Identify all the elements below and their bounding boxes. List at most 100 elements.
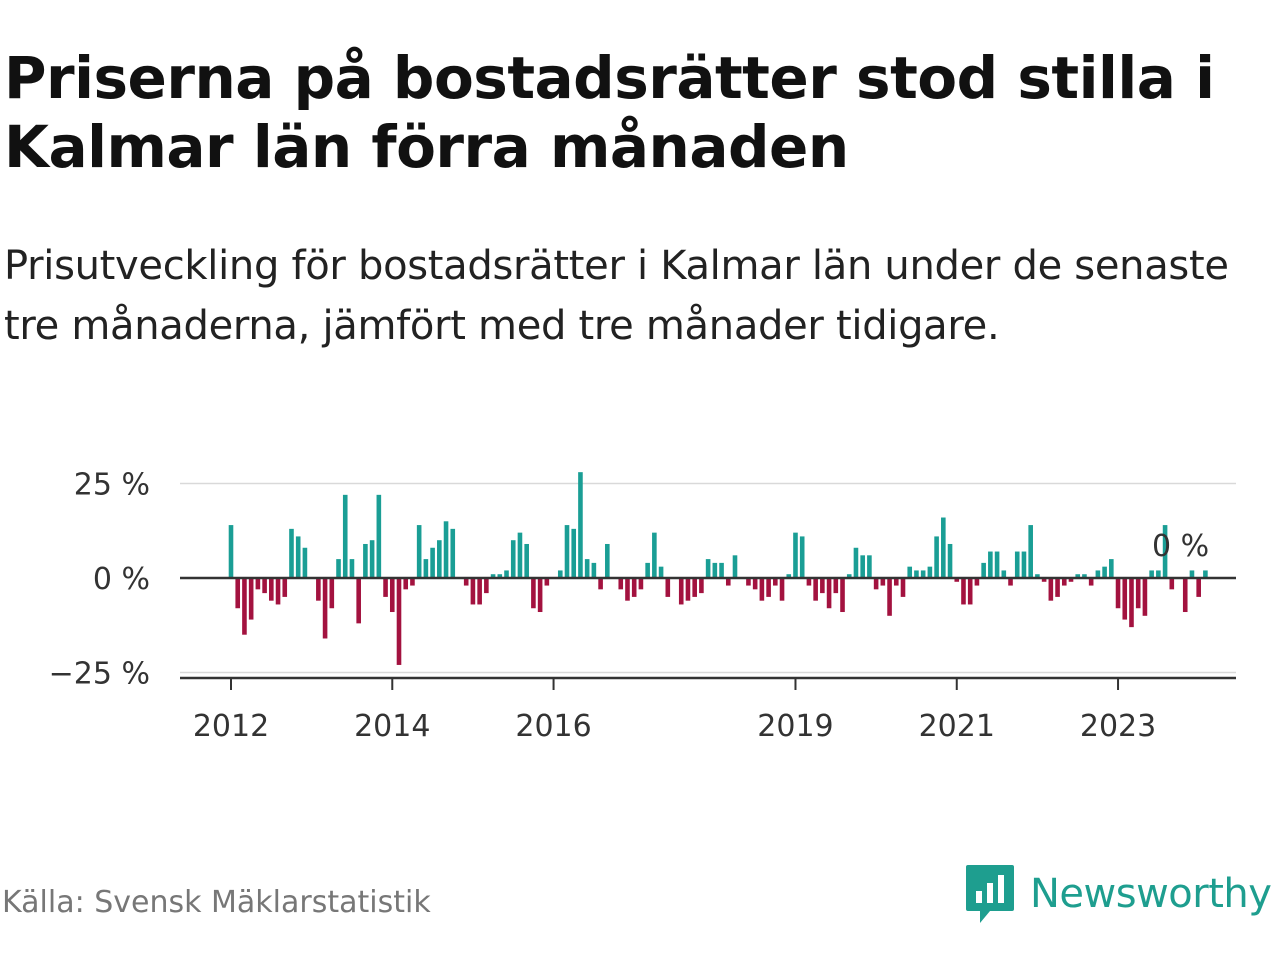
bar — [517, 532, 523, 578]
bar — [524, 543, 529, 578]
bar — [275, 578, 281, 605]
x-tick-label: 2019 — [757, 709, 833, 744]
bar — [598, 578, 603, 590]
bar — [665, 578, 671, 597]
bar — [806, 578, 812, 586]
bar — [759, 578, 765, 601]
bar — [1115, 578, 1121, 609]
bar — [242, 578, 247, 635]
bar — [1095, 570, 1101, 578]
bar — [961, 578, 966, 605]
bar — [316, 578, 321, 601]
bar — [1189, 570, 1195, 578]
bar — [846, 574, 852, 578]
bar — [625, 578, 630, 601]
bar — [537, 578, 543, 613]
bar — [1041, 578, 1047, 582]
x-tick-label: 2021 — [919, 709, 995, 744]
bar — [907, 566, 913, 578]
last-value-label: 0 % — [1152, 529, 1209, 564]
bar — [504, 570, 509, 578]
bar — [510, 540, 516, 578]
bar — [269, 578, 274, 601]
bar — [766, 578, 771, 597]
bar — [1135, 578, 1141, 609]
bar — [725, 578, 731, 586]
bar — [329, 578, 335, 609]
bar — [1055, 578, 1060, 597]
x-tick-label: 2012 — [193, 709, 269, 744]
bar — [1182, 578, 1188, 613]
bar — [228, 525, 234, 578]
bar — [336, 559, 341, 578]
bar — [887, 578, 892, 616]
bar — [820, 578, 825, 594]
bar — [786, 574, 792, 578]
bar — [853, 547, 859, 578]
bar — [873, 578, 879, 590]
gridlines — [180, 482, 1236, 674]
x-tick-label: 2016 — [515, 709, 591, 744]
bar — [1203, 570, 1208, 578]
bar — [443, 521, 449, 578]
bar — [941, 517, 946, 578]
bar — [342, 494, 348, 578]
y-tick-label: −25 % — [49, 657, 150, 692]
bar — [994, 551, 1000, 578]
bar — [235, 578, 241, 609]
bar — [1129, 578, 1134, 628]
bar — [564, 525, 570, 578]
bar — [920, 570, 926, 578]
bar — [793, 532, 798, 578]
bar — [376, 494, 382, 578]
bar — [746, 578, 751, 586]
bar — [813, 578, 818, 601]
bar — [591, 562, 597, 578]
bar — [732, 555, 738, 578]
bar — [255, 578, 261, 590]
y-axis-labels: 25 % 0 % −25 % — [49, 468, 150, 692]
bar — [954, 578, 960, 582]
bar — [712, 562, 718, 578]
bar — [893, 578, 899, 586]
bar — [988, 551, 993, 578]
bar — [719, 562, 724, 578]
bar — [1008, 578, 1013, 586]
bar — [1122, 578, 1128, 620]
bar — [826, 578, 832, 609]
bar — [322, 578, 328, 639]
bar — [423, 559, 429, 578]
bar — [900, 578, 906, 597]
bar — [584, 559, 590, 578]
bar — [833, 578, 839, 594]
bar — [544, 578, 550, 586]
bar — [484, 578, 489, 594]
bar — [262, 578, 267, 594]
bar — [1088, 578, 1094, 586]
chart-subtitle: Prisutveckling för bostadsrätter i Kalma… — [4, 243, 1229, 349]
bar — [1048, 578, 1054, 601]
bar — [1169, 578, 1175, 590]
bar — [450, 528, 456, 578]
bar — [1021, 551, 1027, 578]
bar — [840, 578, 845, 613]
bar — [1068, 578, 1074, 582]
bar — [699, 578, 704, 594]
bar — [1061, 578, 1067, 586]
bar — [389, 578, 395, 613]
bar — [645, 562, 650, 578]
bar — [692, 578, 697, 597]
bar — [369, 540, 375, 578]
bar — [658, 566, 664, 578]
bar — [981, 562, 986, 578]
bar — [1109, 559, 1114, 578]
x-axis: 2012 2014 2016 2019 2021 2023 — [180, 676, 1236, 744]
bar — [867, 555, 872, 578]
bar — [1035, 574, 1040, 578]
source-note: Källa: Svensk Mäklarstatistik — [2, 885, 431, 920]
bar — [860, 555, 865, 578]
bar — [705, 559, 711, 578]
y-tick-label: 0 % — [93, 562, 150, 597]
bar — [947, 543, 953, 578]
bar — [463, 578, 469, 586]
